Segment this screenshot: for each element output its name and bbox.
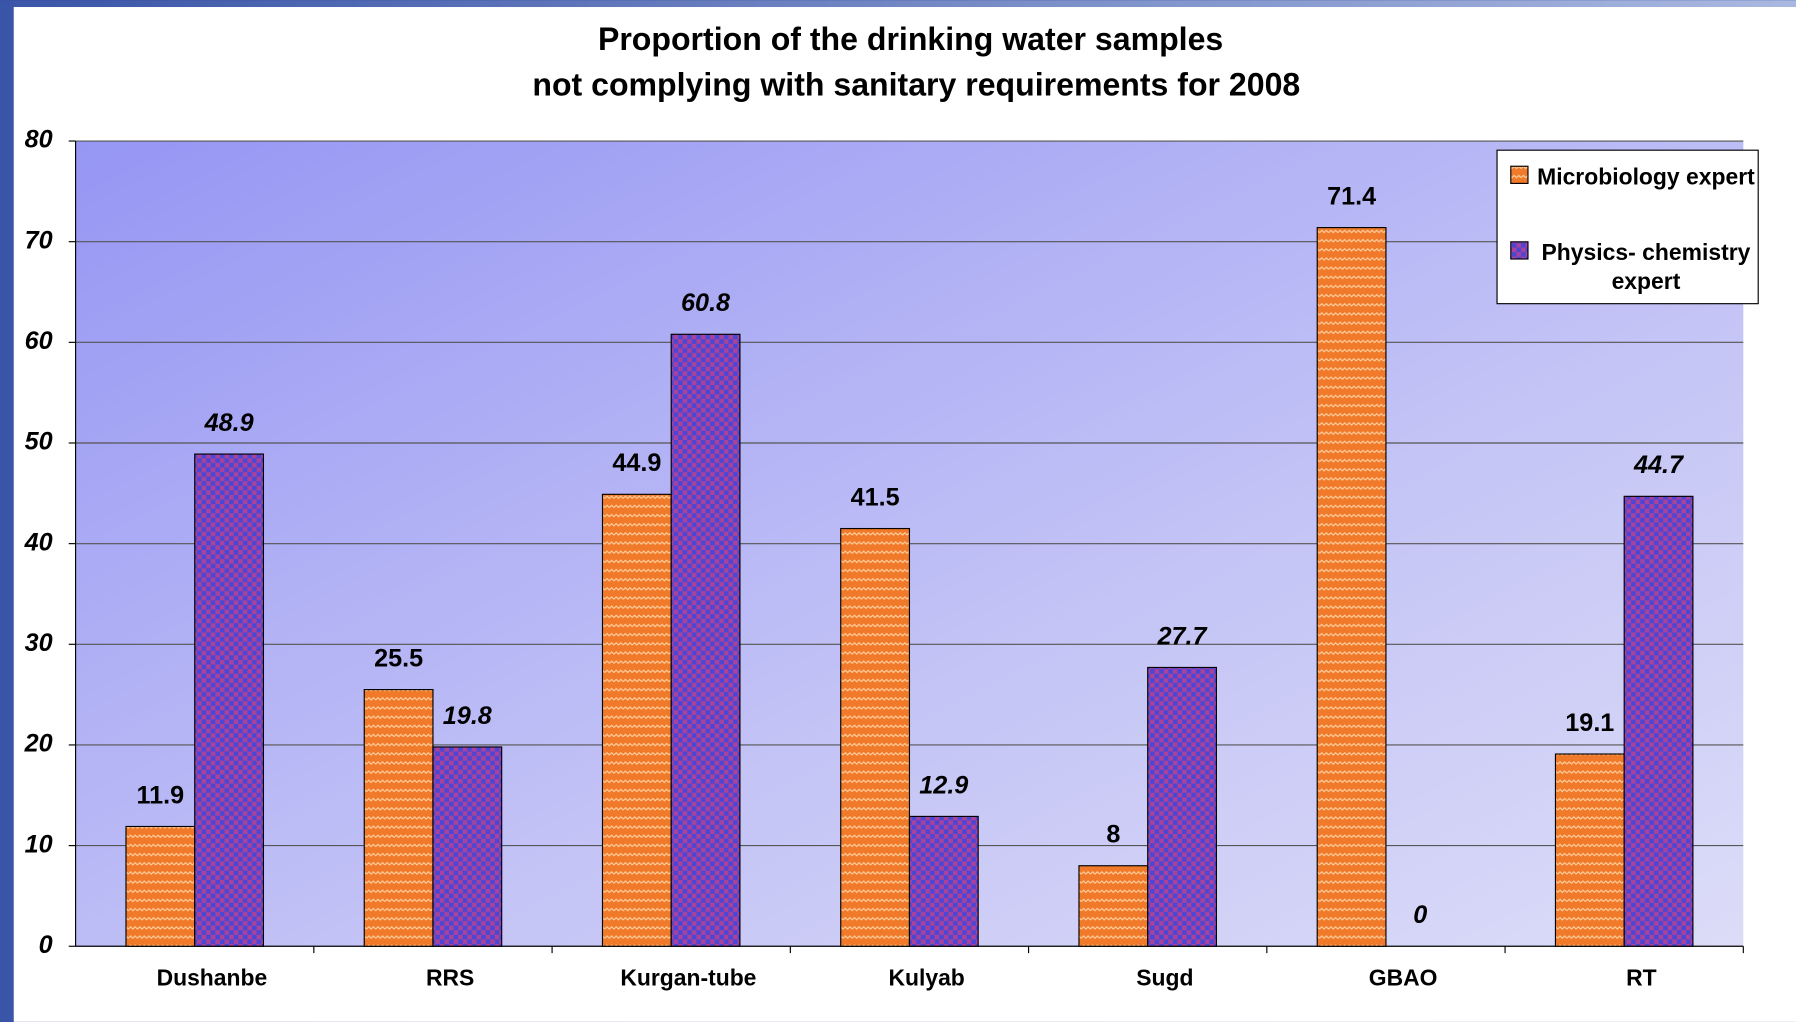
value-label: 27.7 — [1157, 622, 1208, 650]
chart-title: Proportion of the drinking water samples — [598, 21, 1223, 57]
value-label: 19.1 — [1565, 709, 1614, 737]
y-tick-label: 20 — [24, 730, 53, 758]
x-tick-label: Kurgan-tube — [620, 965, 756, 991]
bar — [1316, 227, 1387, 947]
y-tick-label: 70 — [25, 226, 53, 254]
value-label: 60.8 — [681, 289, 730, 317]
value-label: 41.5 — [851, 483, 900, 511]
bar — [194, 453, 265, 947]
bar — [601, 493, 672, 947]
bar — [363, 689, 434, 947]
bar — [840, 527, 911, 947]
legend — [1496, 149, 1759, 305]
value-label: 11.9 — [137, 781, 185, 809]
y-tick-label: 30 — [25, 629, 53, 657]
value-label: 8 — [1106, 821, 1120, 849]
legend-label: Microbiology expert — [1537, 165, 1755, 191]
bar — [1147, 666, 1217, 947]
y-tick-label: 40 — [24, 528, 53, 556]
legend-entry: Microbiology expert — [1537, 165, 1755, 191]
legend-label: Physics- chemistry expert — [1541, 240, 1751, 295]
value-label: 48.9 — [204, 409, 254, 437]
bar — [432, 746, 503, 947]
bar — [908, 815, 979, 947]
value-label: 71.4 — [1327, 182, 1376, 210]
legend-swatch — [1510, 165, 1529, 184]
bar — [1554, 753, 1625, 947]
bar — [1078, 865, 1149, 947]
value-label: 44.7 — [1633, 451, 1684, 479]
value-label: 44.9 — [612, 449, 661, 477]
x-tick-label: RRS — [426, 965, 474, 991]
value-label: 0 — [1413, 901, 1427, 929]
value-label: 25.5 — [374, 644, 423, 672]
x-tick-label: RT — [1626, 965, 1657, 991]
y-tick-label: 60 — [25, 327, 53, 355]
y-tick-label: 50 — [25, 428, 53, 456]
chart-title: not complying with sanitary requirements… — [532, 67, 1300, 103]
x-tick-label: Kulyab — [888, 965, 964, 991]
x-tick-label: GBAO — [1369, 965, 1438, 991]
legend-swatch — [1510, 241, 1529, 260]
bar — [1623, 495, 1694, 947]
y-tick-label: 10 — [25, 830, 53, 858]
legend-entry: Physics- chemistry expert — [1541, 240, 1751, 295]
value-label: 12.9 — [919, 771, 968, 799]
value-label: 19.8 — [443, 702, 492, 730]
x-tick-label: Dushanbe — [157, 965, 268, 991]
y-tick-label: 0 — [39, 931, 53, 959]
x-tick-label: Sugd — [1136, 965, 1193, 991]
y-tick-label: 80 — [25, 126, 53, 154]
bar — [125, 825, 196, 947]
bar — [670, 333, 741, 947]
